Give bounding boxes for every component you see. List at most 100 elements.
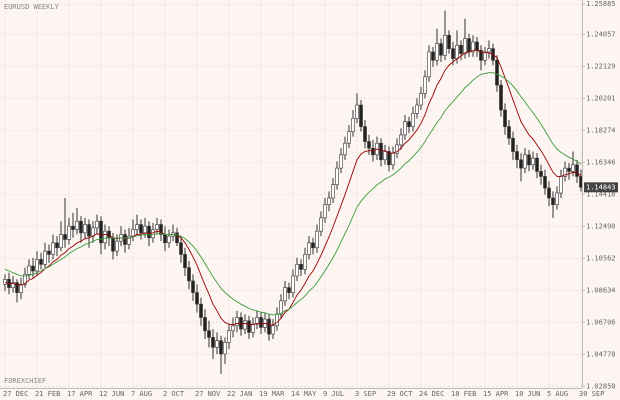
candle-body [563,167,567,177]
candle-body [195,292,199,305]
y-tick-label: 1.06706 [586,318,616,326]
candle-body [167,235,171,244]
price-tag [584,182,618,193]
candle-body [395,144,399,154]
candle-body [207,330,211,338]
candle-body [87,224,91,237]
candle-body [103,230,107,244]
candle-body [351,118,355,132]
candle-body [411,113,415,127]
candle-body [303,254,307,270]
candle-body [203,317,207,332]
candle-body [571,164,575,172]
candle-body [455,45,459,59]
candle-body [83,224,87,234]
candle-body [355,104,359,119]
candle-body [379,142,383,161]
x-tick-label: 27 NOV [195,390,221,398]
candle-body [539,171,543,177]
ma-line [4,49,582,326]
x-tick-label: 27 DEC [3,390,28,398]
candle-body [287,287,291,293]
candle-body [163,234,167,244]
candle-body [219,340,223,355]
candle-body [243,320,247,330]
candle-body [67,225,71,240]
candle-body [547,187,551,199]
y-tick-label: 1.22129 [586,62,616,70]
candle-body [307,242,311,255]
candle-body [531,157,535,166]
candle-body [135,224,139,230]
x-tick-label: 17 APR [67,390,93,398]
candle-body [343,142,347,156]
candle-body [191,280,195,293]
candle-body [315,230,319,249]
candle-body [235,317,239,327]
candle-body [463,38,467,54]
candle-body [363,126,367,142]
candle-body [139,224,143,234]
x-tick-label: 22 JAN [227,390,252,398]
candle-body [47,250,51,255]
x-tick-label: 10 JUN [515,390,540,398]
x-tick-label: 30 SEP [579,390,604,398]
candle-body [503,109,507,127]
candle-body [467,38,471,53]
x-tick-label: 24 DEC [419,390,444,398]
x-tick-label: 7 AUG [131,390,152,398]
y-tick-label: 1.12490 [586,222,616,230]
candle-body [239,317,243,330]
y-tick-label: 1.10562 [586,254,616,262]
candle-body [279,300,283,315]
candle-body [15,282,19,293]
candle-body [407,121,411,127]
candle-body [271,325,275,335]
candle-body [443,35,447,56]
candle-body [347,131,351,144]
candle-body [143,225,147,234]
candle-body [359,104,363,127]
candle-body [519,159,523,169]
candle-body [331,184,335,199]
candle-body [551,197,555,205]
candle-body [255,317,259,325]
candle-body [415,104,419,114]
candle-body [523,154,527,169]
y-tick-label: 1.24057 [586,30,616,38]
candle-body [383,151,387,161]
candle-body [319,217,323,232]
candle-body [483,51,487,61]
candle-body [575,164,579,177]
candle-body [299,264,303,270]
candle-body [535,157,539,172]
y-tick-label: 1.18274 [586,126,616,134]
candle-body [19,283,23,293]
candle-body [151,229,155,239]
candle-body [111,237,115,252]
candle-body [419,93,423,106]
candle-body [471,41,475,53]
candle-body [211,337,215,348]
candle-body [155,224,159,230]
candle-body [55,242,59,249]
candle-body [327,197,331,205]
price-tag-label: 1.14843 [586,183,616,191]
candle-body [251,323,255,333]
candle-body [475,41,479,51]
candle-body [95,220,99,229]
candle-body [479,49,483,61]
candle-body [187,267,191,282]
candle-body [147,225,151,239]
candle-body [387,151,391,166]
candle-body [291,275,295,293]
candle-body [367,141,371,149]
candle-body [495,59,499,86]
x-tick-label: 29 OCT [387,390,413,398]
y-tick-label: 1.02850 [586,382,616,390]
candle-body [399,134,403,146]
candle-body [39,259,43,265]
y-tick-label: 1.16346 [586,158,616,166]
x-tick-label: 3 SEP [355,390,376,398]
candle-body [515,151,519,161]
